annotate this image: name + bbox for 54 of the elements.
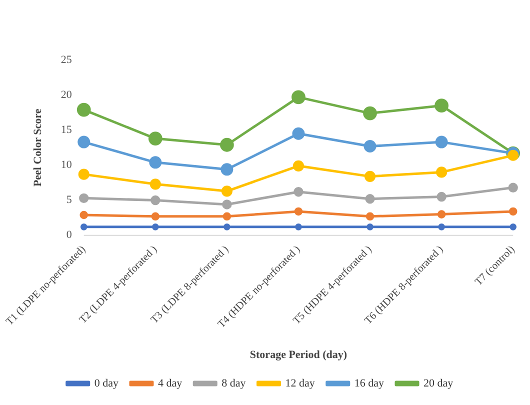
point (292, 90, 306, 104)
point (150, 195, 160, 206)
point (508, 150, 519, 161)
point (436, 192, 446, 202)
point (364, 170, 376, 182)
legend-label: 12 day (285, 377, 316, 390)
point (150, 178, 161, 190)
legend-label: 16 day (354, 377, 385, 390)
point (294, 187, 304, 197)
legend-label: 4 day (158, 377, 183, 390)
point (366, 212, 374, 221)
x-axis-title: Storage Period (day) (250, 349, 348, 362)
point (436, 166, 448, 178)
point (363, 106, 377, 120)
point (78, 168, 90, 180)
legend-label: 20 day (424, 377, 454, 390)
point (294, 207, 303, 216)
point (435, 136, 448, 148)
legend-label: 8 day (222, 377, 246, 390)
point (220, 138, 234, 152)
y-axis-title: Peel Color Score (32, 108, 44, 187)
y-tick-label: 15 (60, 124, 72, 136)
point (292, 127, 305, 140)
y-tick-label: 0 (66, 229, 72, 242)
point (508, 182, 518, 192)
point (222, 212, 232, 221)
point (79, 193, 89, 204)
y-tick-label: 20 (60, 88, 72, 101)
point (80, 223, 88, 230)
point (152, 223, 159, 230)
point (220, 163, 234, 176)
y-tick-label: 10 (60, 159, 72, 172)
y-tick-label: 25 (60, 54, 72, 66)
point (365, 194, 375, 204)
y-tick-label: 5 (66, 194, 72, 206)
point (148, 132, 162, 146)
point (151, 212, 160, 221)
point (292, 160, 304, 172)
point (295, 223, 302, 230)
point (437, 210, 446, 218)
point (78, 136, 90, 148)
point (508, 207, 518, 216)
point (364, 140, 376, 153)
legend-label: 0 day (94, 377, 119, 390)
point (222, 200, 232, 210)
point (76, 102, 91, 117)
point (438, 223, 446, 230)
point (223, 223, 230, 230)
point (366, 223, 374, 230)
point (510, 223, 517, 230)
point (80, 210, 88, 220)
point (149, 156, 162, 169)
point (434, 98, 449, 113)
point (221, 186, 232, 197)
